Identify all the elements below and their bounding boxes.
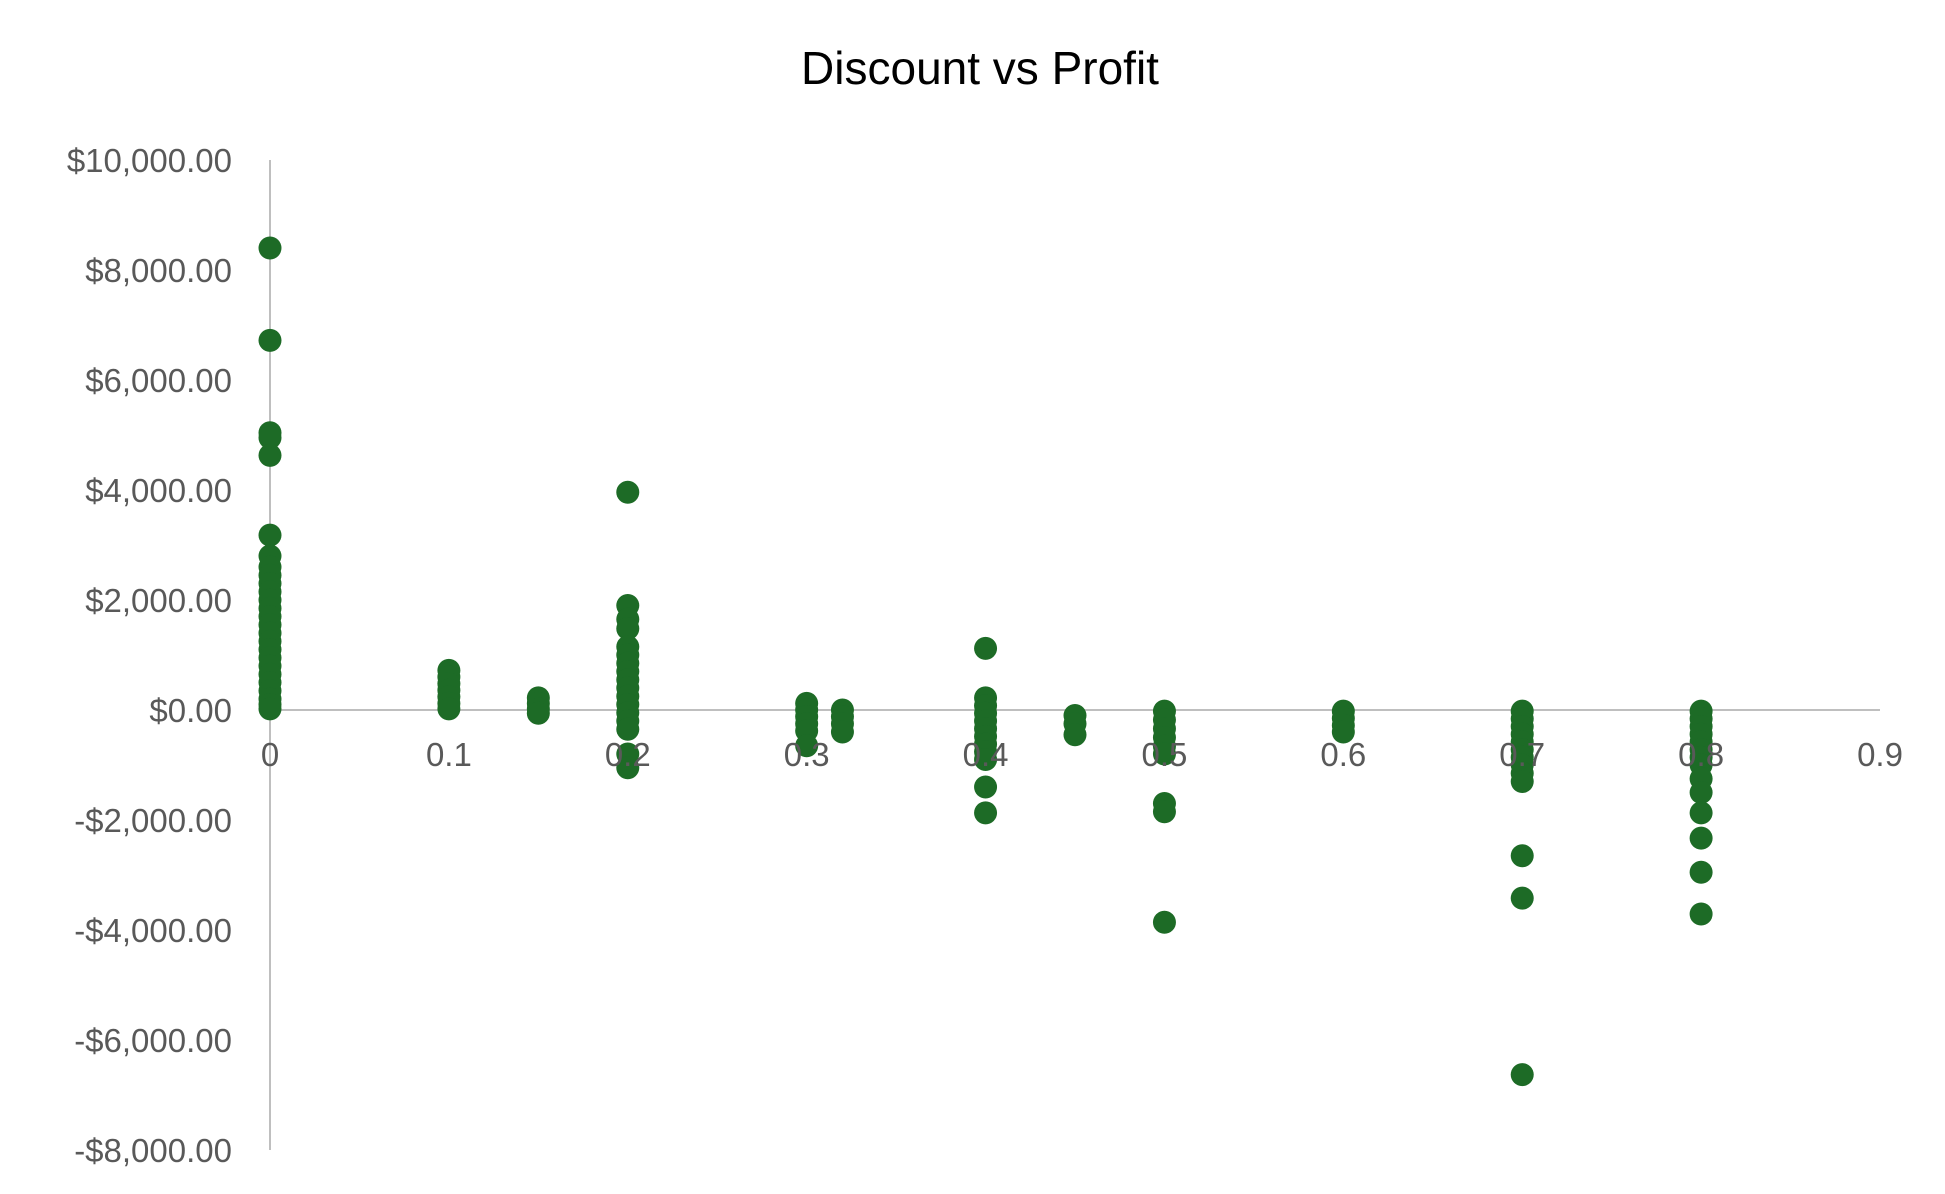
data-point-5	[258, 523, 282, 547]
chart-title: Discount vs Profit	[801, 42, 1159, 94]
data-point-102	[1510, 844, 1534, 868]
y-tick-label: $2,000.00	[85, 582, 232, 619]
x-tick-label: 0.5	[1142, 736, 1188, 773]
data-point-36	[526, 701, 550, 725]
x-tick-label: 0.7	[1499, 736, 1545, 773]
y-tick-label: $8,000.00	[85, 252, 232, 289]
x-tick-label: 0.8	[1678, 736, 1724, 773]
data-point-84	[1152, 742, 1176, 766]
data-point-4	[258, 443, 282, 467]
x-tick-label: 0	[261, 736, 279, 773]
data-points	[258, 236, 1713, 1087]
data-point-101	[1510, 770, 1534, 793]
data-point-91	[1331, 720, 1355, 744]
data-point-32	[437, 697, 461, 721]
data-point-117	[1689, 860, 1713, 884]
data-point-86	[1152, 800, 1176, 824]
data-point-78	[1063, 723, 1087, 747]
x-tick-label: 0.3	[784, 736, 830, 773]
axes	[269, 160, 1880, 1150]
x-tick-label: 0.6	[1320, 736, 1366, 773]
data-point-51	[616, 717, 640, 741]
x-tick-label: 0.4	[963, 736, 1009, 773]
data-point-75	[974, 801, 998, 825]
y-tick-label: $4,000.00	[85, 472, 232, 509]
data-point-59	[795, 734, 819, 758]
y-tick-label: -$8,000.00	[74, 1132, 232, 1169]
y-tick-label: -$6,000.00	[74, 1022, 232, 1059]
data-point-0	[258, 236, 282, 260]
x-tick-label: 0.2	[605, 736, 651, 773]
x-tick-label: 0.9	[1857, 736, 1903, 773]
data-point-74	[974, 775, 998, 799]
data-point-53	[616, 756, 640, 780]
data-point-73	[974, 748, 998, 771]
data-point-3	[258, 426, 282, 450]
data-point-37	[616, 480, 640, 504]
data-point-1	[258, 328, 282, 352]
data-point-87	[1152, 910, 1176, 934]
x-tick-label: 0.1	[426, 736, 472, 773]
data-point-64	[974, 636, 998, 660]
data-point-116	[1689, 826, 1713, 850]
data-point-25	[258, 697, 282, 721]
y-tick-label: $0.00	[149, 692, 232, 729]
data-point-114	[1689, 781, 1713, 804]
data-point-103	[1510, 886, 1534, 910]
data-point-104	[1510, 1063, 1534, 1087]
data-point-115	[1689, 801, 1713, 825]
y-tick-label: $10,000.00	[67, 142, 232, 179]
data-point-63	[830, 720, 854, 744]
data-point-40	[616, 617, 640, 641]
x-tick-labels: 0 0.1 0.2 0.3 0.4 0.5 0.6 0.7 0.8 0.9	[261, 736, 1903, 773]
y-tick-label: -$2,000.00	[74, 802, 232, 839]
y-tick-label: -$4,000.00	[74, 912, 232, 949]
y-tick-label: $6,000.00	[85, 362, 232, 399]
data-point-118	[1689, 902, 1713, 926]
y-tick-labels: $10,000.00 $8,000.00 $6,000.00 $4,000.00 $2,…	[67, 142, 232, 1169]
